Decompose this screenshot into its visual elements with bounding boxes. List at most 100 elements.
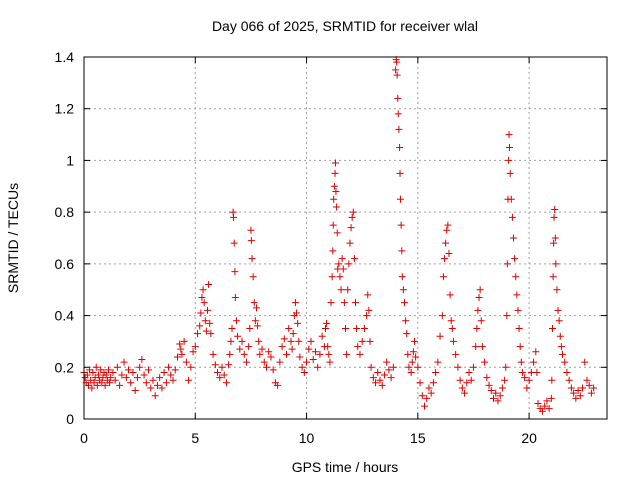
- data-point: [434, 358, 442, 366]
- data-point: [395, 125, 403, 133]
- data-point: [305, 345, 313, 353]
- data-point: [230, 213, 238, 221]
- x-tick-label: 0: [80, 430, 88, 446]
- data-point: [392, 66, 400, 74]
- data-point: [346, 239, 354, 247]
- data-point: [309, 356, 317, 364]
- data-point: [247, 237, 255, 245]
- data-point: [330, 182, 338, 190]
- data-point: [548, 376, 556, 384]
- data-point: [369, 374, 377, 382]
- data-point: [296, 353, 304, 361]
- data-point: [230, 239, 238, 247]
- data-point: [398, 247, 406, 255]
- x-tick-label: 15: [410, 430, 426, 446]
- data-point: [336, 273, 344, 281]
- data-point: [550, 239, 558, 247]
- data-point: [438, 312, 446, 320]
- data-point: [541, 402, 549, 410]
- data-point: [185, 376, 193, 384]
- data-point: [444, 221, 452, 229]
- data-point: [515, 325, 523, 332]
- data-point: [173, 353, 181, 361]
- data-point: [102, 371, 110, 379]
- data-point: [387, 374, 395, 382]
- data-point: [572, 394, 580, 402]
- data-point: [333, 203, 341, 211]
- data-point: [225, 361, 233, 369]
- data-point: [240, 350, 248, 358]
- data-point: [206, 319, 214, 327]
- data-point: [92, 363, 100, 371]
- data-point: [246, 325, 254, 332]
- data-point: [366, 337, 374, 345]
- data-point: [298, 363, 306, 371]
- data-point: [328, 273, 336, 281]
- data-point: [397, 221, 405, 229]
- data-point: [393, 71, 401, 79]
- data-point: [356, 350, 364, 358]
- data-point: [532, 348, 540, 356]
- data-point: [503, 260, 511, 268]
- data-point: [476, 286, 484, 294]
- data-point: [331, 169, 339, 177]
- data-point: [416, 379, 424, 387]
- data-point: [517, 358, 525, 366]
- grid: [84, 57, 607, 419]
- data-point: [120, 358, 128, 366]
- data-point: [512, 273, 520, 281]
- data-point: [169, 376, 177, 384]
- data-point: [288, 345, 296, 353]
- data-point: [554, 306, 562, 314]
- data-point: [165, 363, 173, 371]
- data-point: [496, 392, 504, 400]
- data-point: [201, 317, 209, 325]
- data-point: [456, 376, 464, 384]
- y-tick-label: 0.2: [55, 359, 75, 375]
- data-point: [331, 159, 339, 167]
- data-point: [234, 332, 242, 340]
- data-point: [404, 350, 412, 358]
- data-point: [402, 317, 410, 325]
- data-point: [363, 312, 371, 320]
- data-point: [191, 343, 199, 351]
- data-point: [327, 299, 335, 307]
- data-point: [258, 345, 266, 353]
- data-point: [396, 169, 404, 177]
- data-point: [449, 337, 457, 345]
- data-point: [171, 366, 179, 374]
- data-point: [465, 368, 473, 376]
- data-point: [216, 374, 224, 382]
- data-point: [276, 358, 284, 366]
- data-point: [558, 350, 566, 358]
- data-point: [147, 384, 155, 392]
- y-axis-label: SRMTID / TECUs: [5, 183, 21, 293]
- data-point: [489, 394, 497, 402]
- data-point: [167, 371, 175, 379]
- data-point: [335, 260, 343, 268]
- data-point: [445, 250, 453, 258]
- data-point: [156, 374, 164, 382]
- data-point: [332, 187, 340, 195]
- data-point: [563, 368, 571, 376]
- data-point: [255, 337, 263, 345]
- data-point: [289, 330, 297, 338]
- data-point: [372, 379, 380, 387]
- data-point: [441, 255, 449, 263]
- data-point: [383, 358, 391, 366]
- data-point: [94, 371, 102, 379]
- data-point: [251, 317, 259, 325]
- data-point: [177, 345, 185, 353]
- data-point: [412, 353, 420, 361]
- y-tick-label: 0.6: [55, 256, 75, 272]
- data-point: [547, 394, 555, 402]
- data-point: [534, 399, 542, 407]
- data-point: [252, 304, 260, 312]
- data-point: [396, 144, 404, 151]
- data-point: [463, 379, 471, 387]
- data-point: [481, 358, 489, 366]
- data-point: [367, 363, 375, 371]
- data-point: [196, 322, 204, 330]
- data-point: [545, 405, 553, 413]
